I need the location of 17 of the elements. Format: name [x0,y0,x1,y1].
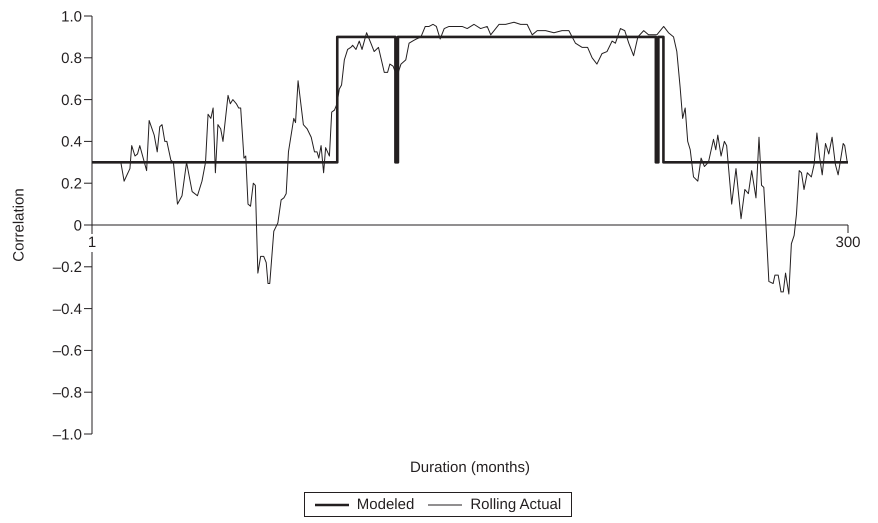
y-tick-label: 1.0 [61,8,82,26]
y-tick-label: –0.6 [52,342,82,360]
y-tick-label: 0.4 [61,134,82,151]
y-tick-label: 0.8 [61,50,82,68]
y-tick-label: 0.6 [61,92,82,109]
y-tick-label: –0.8 [52,384,82,402]
y-tick-label: –0.4 [52,300,82,318]
y-tick-label: 0 [74,217,82,234]
legend-label: Rolling Actual [470,496,562,513]
x-tick-label: 1 [88,234,96,251]
legend-label: Modeled [356,496,414,513]
y-tick-label: –1.0 [52,426,82,444]
y-axis-title: Correlation [10,188,28,262]
x-tick-label: 300 [835,234,861,251]
y-tick-label: 0.2 [61,176,82,193]
x-axis-title: Duration (months) [410,459,530,476]
y-tick-label: –0.2 [52,259,82,276]
